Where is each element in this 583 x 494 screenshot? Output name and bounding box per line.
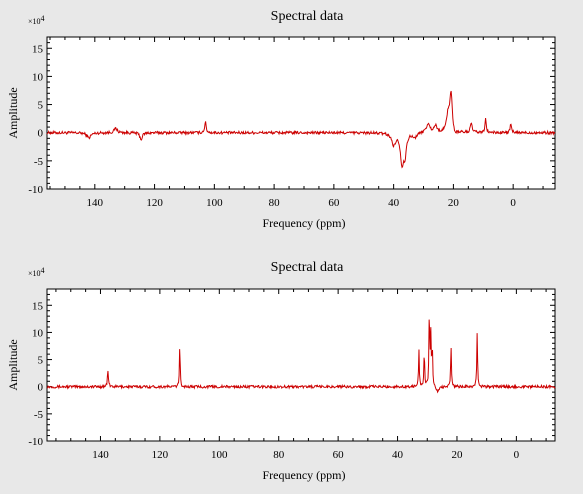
y-tick-label: -5 (34, 409, 44, 421)
spectrum-panel-bottom: Spectral data 140 120 100 80 60 40 20 0 -10 -5 0 5… (6, 260, 556, 482)
x-tick-label: 100 (211, 449, 228, 461)
y-tick-label: -10 (28, 184, 43, 196)
y-multiplier-exp: 4 (41, 14, 45, 23)
x-tick-label: 140 (92, 449, 109, 461)
spectrum-panel-top: Spectral data 140 120 100 80 60 40 20 0 -10 -5 0 5… (6, 9, 556, 230)
x-axis-label: Frequency (ppm) (263, 216, 346, 230)
x-tick-label: 120 (152, 449, 169, 461)
y-tick-label: 5 (38, 100, 44, 112)
y-tick-label: 15 (32, 43, 44, 55)
x-tick-label: 80 (269, 197, 281, 209)
x-tick-labels: 140 120 100 80 60 40 20 0 (87, 197, 517, 209)
y-multiplier-exp: 4 (41, 266, 45, 275)
x-tick-label: 0 (510, 197, 516, 209)
y-multiplier: ×104 (28, 14, 45, 26)
y-tick-label: 5 (38, 355, 44, 367)
y-multiplier: ×104 (28, 266, 45, 278)
x-tick-label: 60 (333, 449, 345, 461)
y-tick-label: 0 (38, 382, 44, 394)
y-axis-label: Amplitude (6, 339, 20, 390)
axis-ticks (47, 288, 555, 442)
y-multiplier-base: ×10 (28, 269, 41, 278)
plot-area (46, 288, 556, 442)
x-tick-label: 20 (448, 197, 460, 209)
y-tick-label: 15 (32, 300, 44, 312)
chart-title: Spectral data (271, 9, 344, 24)
chart-title: Spectral data (271, 260, 344, 275)
x-axis-label: Frequency (ppm) (263, 468, 346, 482)
y-tick-labels: -10 -5 0 5 10 15 (28, 43, 43, 196)
spectrum-line (46, 319, 556, 394)
x-tick-label: 140 (87, 197, 104, 209)
x-tick-label: 100 (206, 197, 223, 209)
plot-area (46, 36, 556, 190)
x-tick-label: 40 (388, 197, 400, 209)
spectrum-line (46, 90, 556, 169)
y-tick-label: -5 (34, 156, 44, 168)
x-tick-label: 40 (392, 449, 404, 461)
x-tick-label: 20 (451, 449, 463, 461)
y-tick-label: 0 (38, 128, 44, 140)
y-multiplier-base: ×10 (28, 17, 41, 26)
x-tick-label: 120 (146, 197, 163, 209)
y-tick-label: -10 (28, 436, 43, 448)
axis-ticks (47, 36, 555, 190)
y-tick-label: 10 (32, 71, 44, 83)
x-tick-label: 80 (273, 449, 285, 461)
y-tick-label: 10 (32, 327, 44, 339)
x-tick-label: 0 (514, 449, 520, 461)
x-tick-label: 60 (328, 197, 340, 209)
x-tick-labels: 140 120 100 80 60 40 20 0 (92, 449, 519, 461)
y-axis-label: Amplitude (6, 87, 20, 138)
y-tick-labels: -10 -5 0 5 10 15 (28, 300, 43, 448)
